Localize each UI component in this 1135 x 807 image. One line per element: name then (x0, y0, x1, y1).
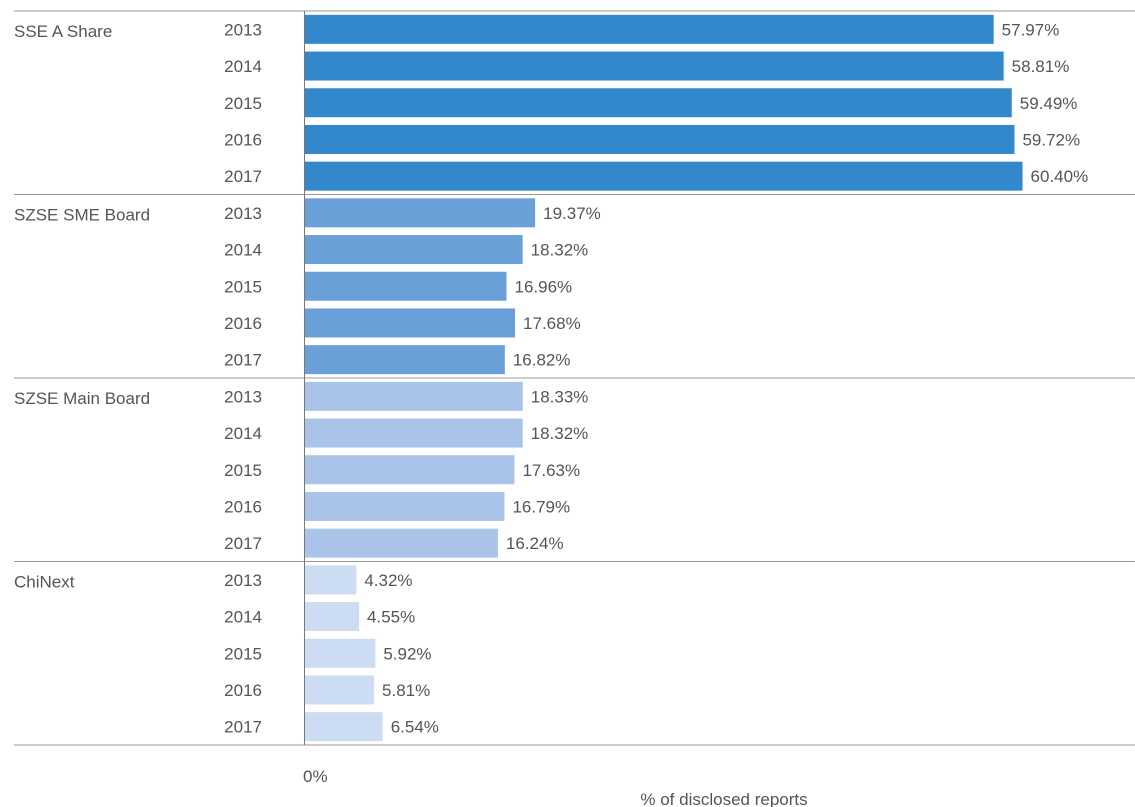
value-label: 18.32% (531, 424, 589, 443)
bar (305, 14, 994, 44)
year-label: 2017 (224, 351, 262, 370)
value-label: 58.81% (1012, 57, 1070, 76)
year-label: 2017 (224, 718, 262, 737)
bar (305, 381, 523, 411)
value-label: 19.37% (543, 204, 601, 223)
bar (305, 308, 516, 338)
x-axis-title: % of disclosed reports (640, 790, 807, 807)
year-label: 2017 (224, 167, 262, 186)
value-label: 5.81% (382, 681, 430, 700)
year-label: 2013 (224, 387, 262, 406)
value-label: 60.40% (1031, 167, 1089, 186)
year-label: 2014 (224, 57, 262, 76)
bar (305, 565, 357, 595)
bar (305, 198, 536, 228)
x-tick-label-0: 0% (303, 767, 328, 786)
group-separators (14, 10, 1135, 746)
bar (305, 271, 507, 301)
bar (305, 491, 505, 521)
year-label: 2013 (224, 204, 262, 223)
value-label: 5.92% (383, 644, 431, 663)
bar (305, 235, 523, 265)
value-label: 16.79% (512, 497, 570, 516)
bar (305, 455, 515, 485)
year-label: 2013 (224, 571, 262, 590)
year-label: 2016 (224, 497, 262, 516)
bar (305, 418, 523, 448)
year-label: 2017 (224, 534, 262, 553)
bar (305, 161, 1023, 191)
group-label: ChiNext (14, 573, 75, 592)
bar (305, 528, 498, 558)
value-label: 59.72% (1022, 130, 1080, 149)
year-label: 2013 (224, 20, 262, 39)
bar (305, 712, 383, 742)
value-label: 57.97% (1002, 20, 1060, 39)
year-label: 2014 (224, 241, 262, 260)
value-label: 16.24% (506, 534, 564, 553)
year-label: 2016 (224, 681, 262, 700)
value-label: 4.32% (364, 571, 412, 590)
year-label: 2014 (224, 424, 262, 443)
group-label: SSE A Share (14, 22, 112, 41)
year-label: 2016 (224, 130, 262, 149)
bar (305, 345, 505, 375)
value-label: 6.54% (391, 718, 439, 737)
bar (305, 638, 376, 668)
value-label: 4.55% (367, 608, 415, 627)
group-label: SZSE Main Board (14, 389, 150, 408)
bar (305, 124, 1015, 154)
year-label: 2015 (224, 644, 262, 663)
value-label: 18.33% (531, 387, 589, 406)
bar-marks (305, 14, 1023, 742)
year-label: 2015 (224, 461, 262, 480)
bar (305, 88, 1012, 118)
bar (305, 602, 360, 632)
value-label: 16.96% (514, 277, 572, 296)
value-label: 17.63% (522, 461, 580, 480)
value-label: 59.49% (1020, 94, 1078, 113)
value-label: 17.68% (523, 314, 581, 333)
year-label: 2016 (224, 314, 262, 333)
chart-labels: SSE A Share 2013 57.97% 2014 58.81% 2015 59.49… (14, 20, 1088, 736)
year-label: 2014 (224, 608, 262, 627)
value-label: 18.32% (531, 241, 589, 260)
value-label: 16.82% (513, 351, 571, 370)
year-label: 2015 (224, 94, 262, 113)
group-label: SZSE SME Board (14, 206, 150, 225)
bar (305, 51, 1004, 81)
year-label: 2015 (224, 277, 262, 296)
bar (305, 675, 375, 705)
